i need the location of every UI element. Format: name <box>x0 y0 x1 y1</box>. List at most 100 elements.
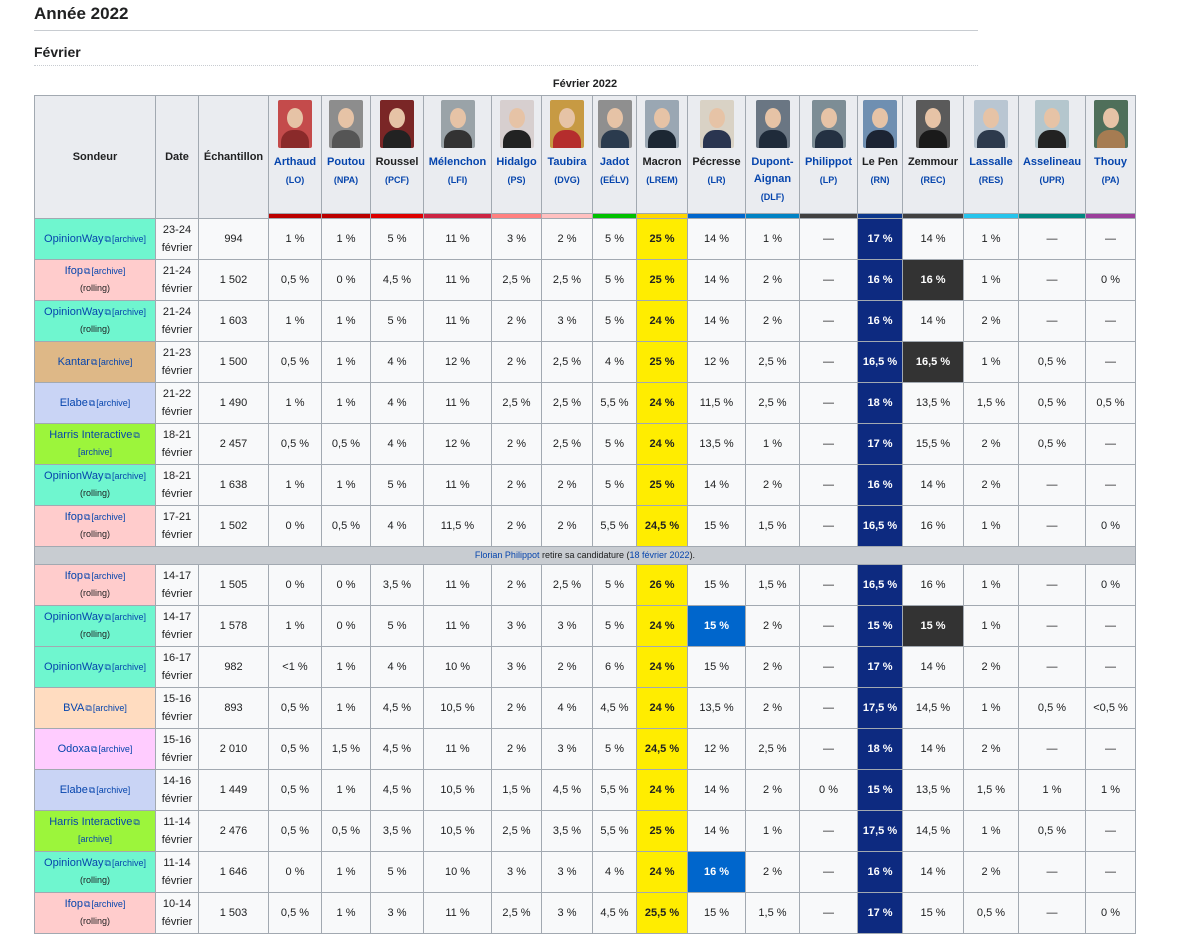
date-cell: 21-23 février <box>155 341 199 383</box>
pollster-link[interactable]: OpinionWay <box>44 306 104 318</box>
pollster-link[interactable]: Harris Interactive <box>49 429 133 441</box>
value-cell: 4 % <box>370 505 424 547</box>
candidate-name[interactable]: Thouy <box>1094 156 1127 168</box>
archive-link[interactable]: [archive] <box>98 743 133 754</box>
archive-link[interactable]: [archive] <box>111 233 146 244</box>
candidate-name[interactable]: Taubira <box>547 156 587 168</box>
pollster-link[interactable]: BVA <box>63 701 85 714</box>
value-cell: 3 % <box>541 605 593 647</box>
candidate-party[interactable]: (LR) <box>707 175 726 185</box>
candidate-name[interactable]: Hidalgo <box>496 156 537 168</box>
candidate-name[interactable]: Jadot <box>599 156 630 168</box>
value-cell: 1 % <box>963 564 1019 606</box>
candidate-name[interactable]: Arthaud <box>273 156 317 168</box>
value-cell: 1 % <box>963 687 1019 729</box>
external-link-icon: ⧉ <box>104 661 111 672</box>
candidate-party[interactable]: (PS) <box>507 175 526 185</box>
pollster-link[interactable]: OpinionWay <box>44 611 104 623</box>
pollster-link[interactable]: Ifop <box>64 511 83 523</box>
pollster-link[interactable]: Kantar <box>57 355 90 368</box>
archive-link[interactable]: [archive] <box>96 784 131 795</box>
pollster-link[interactable]: Elabe <box>59 783 88 796</box>
date-range: 14-17 <box>162 570 192 582</box>
value-cell: 4 % <box>370 341 424 383</box>
value-cell: 4 % <box>592 851 637 893</box>
archive-link[interactable]: [archive] <box>91 571 126 581</box>
archive-link[interactable]: [archive] <box>96 397 131 408</box>
pollster-link[interactable]: Elabe <box>59 396 88 409</box>
value-cell: — <box>1085 851 1136 893</box>
candidate-name[interactable]: Poutou <box>327 156 365 168</box>
value-cell: — <box>799 851 858 893</box>
candidate-name[interactable]: Philippot <box>804 156 853 168</box>
candidate-party[interactable]: (LP) <box>819 175 838 185</box>
value-cell: 0 % <box>268 564 322 606</box>
candidate-name[interactable]: Mélenchon <box>428 156 487 168</box>
archive-link[interactable]: [archive] <box>91 266 126 276</box>
candidate-name[interactable]: Lassalle <box>969 156 1013 168</box>
value-cell: 0,5 % <box>268 810 322 852</box>
archive-link[interactable]: [archive] <box>92 702 127 713</box>
date-cell: 11-14 février <box>155 810 199 852</box>
candidate-name[interactable]: Dupont-Aignan <box>751 156 794 185</box>
archive-link[interactable]: [archive] <box>91 899 126 909</box>
archive-link[interactable]: [archive] <box>111 661 146 672</box>
candidate-party[interactable]: (RN) <box>870 175 890 185</box>
date-month: février <box>161 447 193 459</box>
candidate-party[interactable]: (UPR) <box>1039 175 1065 185</box>
value-cell: 1 % <box>1085 769 1136 811</box>
pollster-link[interactable]: Ifop <box>64 898 83 910</box>
archive-link[interactable]: [archive] <box>77 447 112 457</box>
pollster-link[interactable]: OpinionWay <box>44 857 104 869</box>
table-row: Elabe⧉[archive] 21-22 février 1 490 1 % 1 % 4 … <box>34 382 1136 424</box>
sample-cell: 1 578 <box>198 605 269 647</box>
value-cell: 11 % <box>423 564 492 606</box>
value-cell: — <box>799 605 858 647</box>
value-cell: — <box>1085 646 1136 688</box>
candidate-party[interactable]: (NPA) <box>333 175 359 185</box>
value-cell: 2,5 % <box>491 810 542 852</box>
rolling-label: (rolling) <box>79 324 110 334</box>
notice-link[interactable]: Florian Philippot <box>474 550 540 560</box>
candidate-party[interactable]: (LREM) <box>646 175 678 185</box>
value-cell: 15 % <box>857 605 903 647</box>
candidate-party[interactable]: (PA) <box>1101 175 1120 185</box>
value-cell: 3 % <box>541 728 593 770</box>
archive-link[interactable]: [archive] <box>77 834 112 844</box>
candidate-party[interactable]: (REC) <box>920 175 946 185</box>
value-cell: 12 % <box>423 423 492 465</box>
candidate-name[interactable]: Asselineau <box>1022 156 1082 168</box>
pollster-link[interactable]: Harris Interactive <box>49 816 133 828</box>
pollster-cell: Ifop⧉[archive] (rolling) <box>34 505 156 547</box>
archive-link[interactable]: [archive] <box>111 612 146 622</box>
value-cell: 0,5 % <box>268 769 322 811</box>
candidate-party[interactable]: (EÉLV) <box>600 175 629 185</box>
pollster-link[interactable]: OpinionWay <box>44 660 104 673</box>
value-cell: 11 % <box>423 605 492 647</box>
archive-link[interactable]: [archive] <box>111 307 146 317</box>
archive-link[interactable]: [archive] <box>98 356 133 367</box>
pollster-link[interactable]: OpinionWay <box>44 470 104 482</box>
candidate-party[interactable]: (RES) <box>978 175 1004 185</box>
value-cell: 1 % <box>321 769 371 811</box>
date-cell: 17-21 février <box>155 505 199 547</box>
pollster-link[interactable]: Ifop <box>64 570 83 582</box>
value-cell: 2 % <box>491 341 542 383</box>
notice-date-link[interactable]: 18 février 2022 <box>629 550 690 560</box>
candidate-party[interactable]: (LFI) <box>447 175 468 185</box>
candidate-party[interactable]: (DLF) <box>760 192 785 202</box>
candidate-party[interactable]: (DVG) <box>554 175 580 185</box>
candidate-party[interactable]: (LO) <box>285 175 305 185</box>
value-cell: 24 % <box>636 423 688 465</box>
candidate-party[interactable]: (PCF) <box>385 175 409 185</box>
pollster-link[interactable]: Odoxa <box>57 742 90 755</box>
value-cell: 1,5 % <box>321 728 371 770</box>
sample-cell: 2 010 <box>198 728 269 770</box>
value-cell: 2 % <box>745 300 800 342</box>
pollster-link[interactable]: OpinionWay <box>44 232 104 245</box>
archive-link[interactable]: [archive] <box>111 858 146 868</box>
pollster-link[interactable]: Ifop <box>64 265 83 277</box>
value-cell: 0 % <box>268 851 322 893</box>
archive-link[interactable]: [archive] <box>91 512 126 522</box>
archive-link[interactable]: [archive] <box>111 471 146 481</box>
